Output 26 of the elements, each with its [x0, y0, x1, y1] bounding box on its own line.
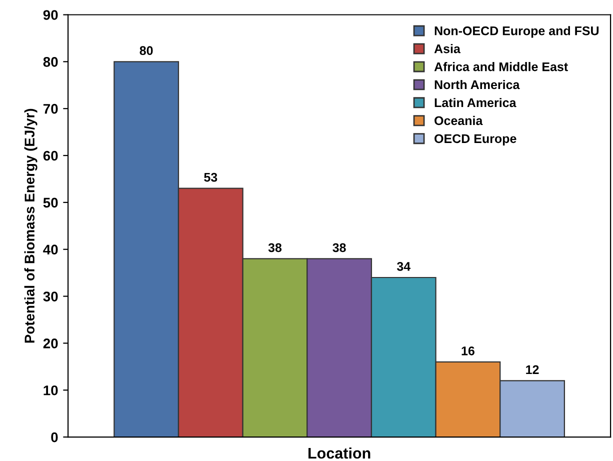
data-label: 34 — [396, 262, 411, 271]
legend-label: North America — [434, 80, 520, 90]
y-tick-label: 20 — [43, 338, 58, 348]
x-axis-title: Location — [308, 447, 370, 459]
y-tick-label: 90 — [43, 10, 58, 20]
legend-label: Oceania — [434, 116, 483, 126]
legend-label: OECD Europe — [434, 134, 516, 146]
y-tick-label: 50 — [43, 198, 58, 208]
y-axis-title: Potential of Biomass Energy (EJ/yr) — [24, 108, 38, 343]
y-tick-label: 70 — [43, 104, 58, 114]
y-tick-label: 60 — [43, 150, 58, 161]
y-tick-label: 40 — [43, 244, 58, 255]
data-label: 53 — [204, 172, 218, 182]
y-tick-label: 30 — [43, 292, 58, 302]
data-label: 80 — [140, 46, 153, 56]
legend-label: Africa and Middle East — [434, 62, 568, 72]
legend-label: Latin America — [434, 98, 516, 108]
y-tick-label: 10 — [44, 385, 58, 396]
legend-label: Non-OECD Europe and FSU — [434, 26, 599, 38]
legend-label: Asia — [434, 44, 461, 54]
y-tick-label: 0 — [51, 432, 58, 442]
data-label: 38 — [268, 243, 282, 252]
y-tick-label: 80 — [43, 57, 58, 67]
data-label: 12 — [526, 365, 539, 374]
data-label: 38 — [332, 243, 346, 252]
data-label: 16 — [462, 346, 474, 356]
